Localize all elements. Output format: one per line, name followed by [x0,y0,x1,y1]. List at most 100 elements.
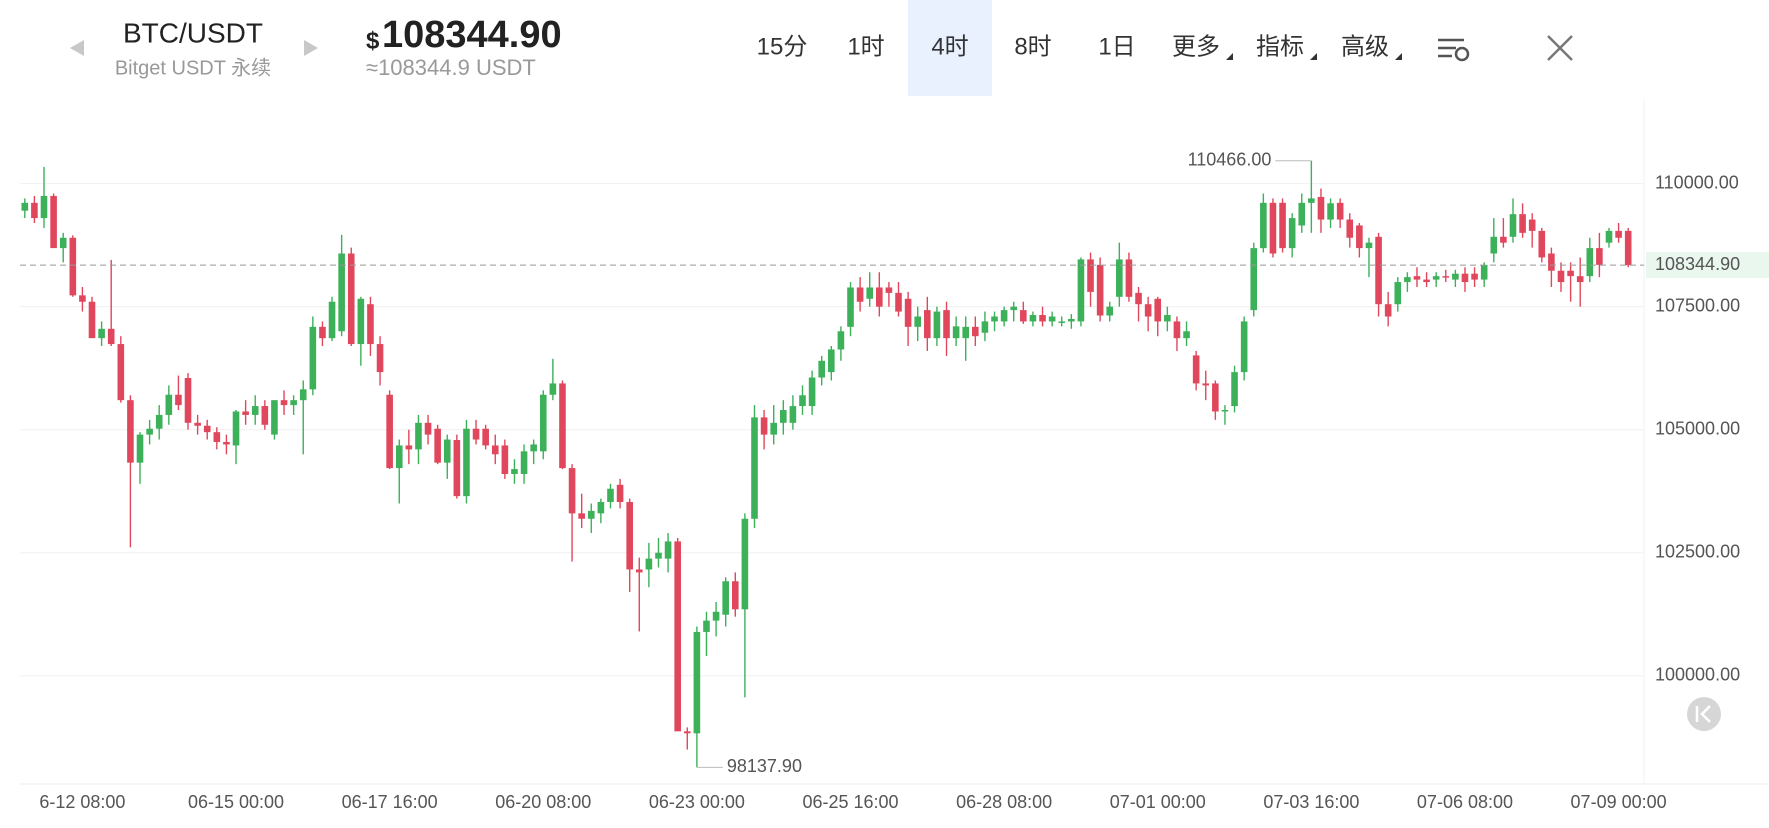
candle-body [1202,383,1210,386]
candle-body [223,441,230,445]
candle-body [117,344,125,401]
candle-body [1327,203,1334,220]
high-label: 110466.00 [1188,149,1272,169]
close-button[interactable] [1547,35,1573,61]
candle-body [482,428,489,446]
next-arrow[interactable] [304,40,318,56]
candle-body [1615,230,1622,238]
candle-body [962,326,970,339]
candle-body [587,510,595,519]
candle-body [616,484,624,503]
candle-body [443,439,451,463]
currency-symbol: $ [366,27,380,54]
candle-body [1068,318,1075,322]
y-tick-label: 107500.00 [1655,295,1740,315]
candle-body [924,310,931,339]
candle-body [559,383,566,469]
candle-body [952,326,960,339]
candle-body [40,195,48,219]
candle-body [914,316,922,327]
candle-body [424,422,432,435]
candle-body [885,287,893,293]
candle-body [1077,259,1085,322]
candle-body [1490,236,1498,254]
candle-body [1442,276,1450,278]
candle-body [770,422,777,435]
candle-body [751,417,758,519]
candle-body [943,310,950,339]
candle-body [501,445,509,474]
candle-body [1288,218,1296,249]
candle-body [1058,321,1066,323]
candle-body [1336,202,1344,220]
tab[interactable]: 15分 [757,33,808,60]
x-tick-label: 06-17 16:00 [342,792,438,812]
tab[interactable]: 1时 [847,33,884,60]
candle-body [991,316,998,322]
candle-body [1567,270,1574,277]
candle-body [290,400,297,406]
x-tick-label: 07-03 16:00 [1263,792,1359,812]
candle-body [79,295,86,302]
candle-body [703,620,710,632]
candle-body [376,344,384,373]
tab[interactable]: 8时 [1014,33,1051,60]
chart-settings-icon[interactable] [1438,38,1470,62]
candle-body [1548,253,1555,271]
tab[interactable]: 指标 [1256,33,1304,60]
candle-body [232,411,240,446]
candle-body [655,552,662,559]
candle-body [1087,259,1094,292]
candle-body [1500,236,1507,243]
candle-body [453,440,461,497]
low-label: 98137.90 [727,756,802,776]
candle-body [1375,236,1382,305]
candle-body [1135,292,1142,305]
candle-body [405,445,413,450]
x-tick-label: 07-01 00:00 [1110,792,1206,812]
candle-body [607,488,614,503]
candle-body [184,378,192,423]
candle-body [367,304,374,345]
candle-body [1586,248,1594,277]
candle-body [722,581,729,615]
candle-body [1279,202,1286,249]
candle-body [1164,315,1171,322]
candle-body [1298,202,1306,226]
dropdown-triangle [1226,53,1233,60]
candle-body [1317,196,1325,220]
candle-body [645,558,653,570]
candle-body [1308,198,1315,203]
candle-body [1010,306,1018,311]
candle-body [1557,270,1565,283]
x-tick-label: 06-15 00:00 [188,792,284,812]
candle-body [856,287,864,302]
tab[interactable]: 更多 [1172,33,1220,60]
candle-body [1384,304,1392,317]
candle-body [328,301,336,339]
candle-body [98,328,105,339]
prev-arrow[interactable] [70,40,84,56]
candle-body [847,287,854,327]
dropdown-triangle [1395,53,1402,60]
tabs: 15分 1时 4时 8时 1日 更多 指标 高级 [757,0,1402,96]
candle-body [1624,230,1632,266]
candle-body [1519,214,1526,233]
candle-body [1106,306,1114,316]
tab[interactable]: 高级 [1341,33,1389,60]
candle-body [1538,230,1546,258]
tab[interactable]: 1日 [1098,33,1135,60]
candle-body [1528,219,1536,231]
candle-body [664,541,672,559]
candle-body [1212,383,1219,412]
candle-body [1125,259,1133,297]
candle-body [1231,372,1238,407]
tab[interactable]: 4时 [931,33,968,60]
candle-body [319,326,326,339]
candle-body [59,237,67,249]
scroll-latest-button[interactable] [1687,697,1721,731]
candle-body [972,326,979,337]
candle-body [463,428,470,497]
candle-body [1596,248,1603,265]
candle-body [1144,304,1152,317]
